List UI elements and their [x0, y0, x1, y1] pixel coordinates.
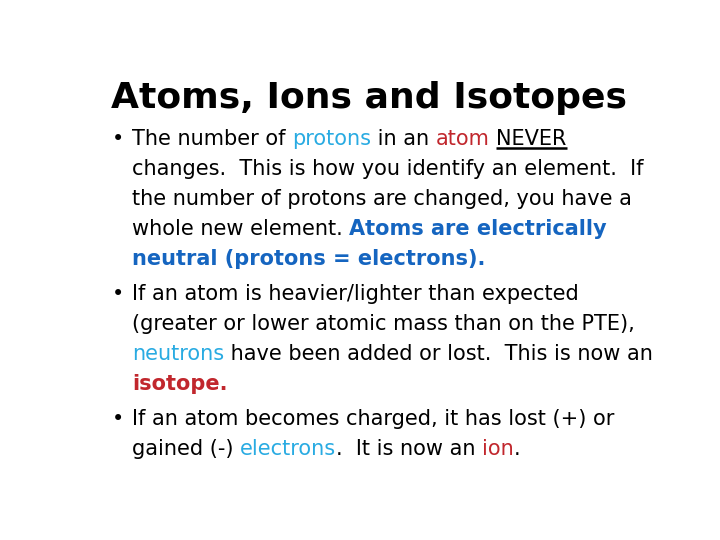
Text: If an atom becomes charged, it has lost (+) or: If an atom becomes charged, it has lost … — [132, 409, 614, 429]
Text: neutral (protons = electrons).: neutral (protons = electrons). — [132, 249, 485, 269]
Text: gained (-): gained (-) — [132, 440, 240, 460]
Text: in an: in an — [371, 129, 436, 149]
Text: Atoms, Ions and Isotopes: Atoms, Ions and Isotopes — [111, 82, 627, 116]
Text: .  It is now an: . It is now an — [336, 440, 482, 460]
Text: NEVER: NEVER — [496, 129, 567, 149]
Text: •: • — [112, 285, 125, 305]
Text: Atoms are electrically: Atoms are electrically — [349, 219, 607, 239]
Text: •: • — [112, 409, 125, 429]
Text: .: . — [514, 440, 521, 460]
Text: If an atom is heavier/lighter than expected: If an atom is heavier/lighter than expec… — [132, 285, 579, 305]
Text: •: • — [112, 129, 125, 149]
Text: ion: ion — [482, 440, 514, 460]
Text: isotope.: isotope. — [132, 374, 228, 394]
Text: protons: protons — [292, 129, 371, 149]
Text: whole new element.: whole new element. — [132, 219, 349, 239]
Text: atom: atom — [436, 129, 490, 149]
Text: changes.  This is how you identify an element.  If: changes. This is how you identify an ele… — [132, 159, 644, 179]
Text: (greater or lower atomic mass than on the PTE),: (greater or lower atomic mass than on th… — [132, 314, 634, 334]
Text: the number of protons are changed, you have a: the number of protons are changed, you h… — [132, 189, 631, 209]
Text: electrons: electrons — [240, 440, 336, 460]
Text: have been added or lost.  This is now an: have been added or lost. This is now an — [224, 344, 653, 364]
Text: The number of: The number of — [132, 129, 292, 149]
Text: neutrons: neutrons — [132, 344, 224, 364]
